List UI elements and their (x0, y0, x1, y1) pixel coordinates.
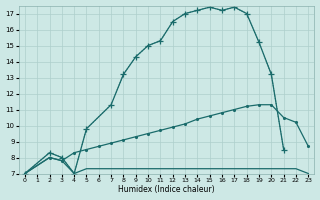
X-axis label: Humidex (Indice chaleur): Humidex (Indice chaleur) (118, 185, 215, 194)
